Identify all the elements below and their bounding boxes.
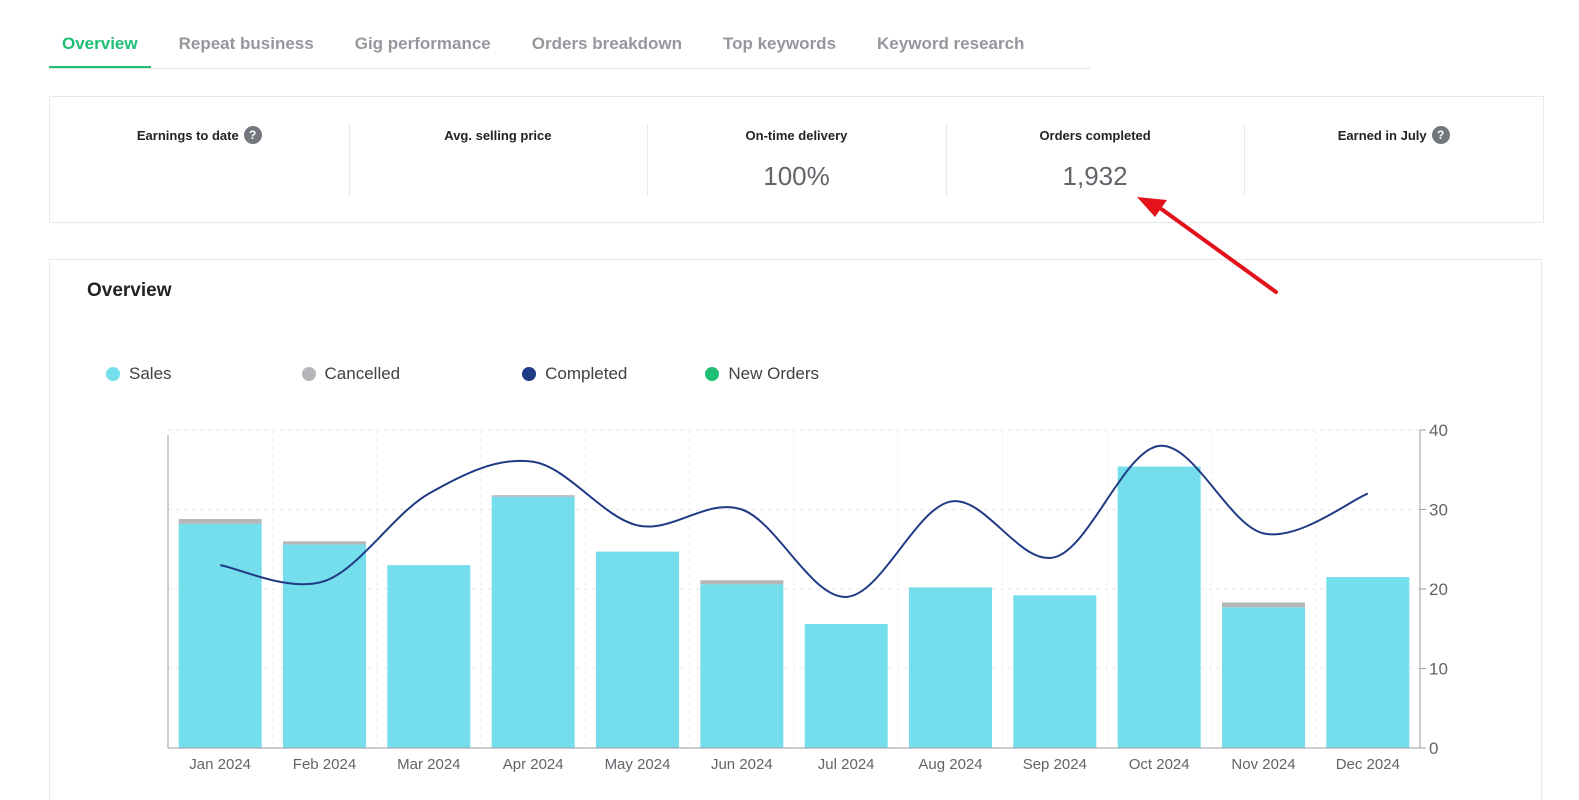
bar-cancelled [283, 541, 366, 545]
bar-sales [491, 496, 575, 748]
bar-sales [1222, 607, 1305, 748]
stat-label: Orders completed [1039, 127, 1151, 143]
legend-dot [705, 367, 720, 381]
bar-sales [1013, 595, 1097, 748]
legend-item-sales[interactable]: Sales [106, 364, 172, 384]
legend-item-new-orders[interactable]: New Orders [705, 364, 819, 384]
tab-keyword-research[interactable]: Keyword research [877, 33, 1025, 53]
right-axis-label: 40 [1429, 421, 1448, 440]
annotation-arrow-head [1137, 197, 1167, 217]
x-tick-label: Feb 2024 [293, 756, 356, 773]
stat-value: 100% [763, 160, 830, 191]
bar-cancelled [1222, 602, 1305, 608]
x-tick-label: Oct 2024 [1129, 756, 1190, 773]
bar-sales [804, 623, 888, 748]
stat-label: On-time delivery [745, 127, 848, 143]
bar-cancelled [700, 580, 784, 585]
tab-gig-performance[interactable]: Gig performance [354, 33, 491, 53]
x-tick-label: Jul 2024 [818, 756, 875, 773]
right-axis-label: 0 [1429, 739, 1438, 758]
stat-earnings-to-date: Earnings to date ? [50, 97, 349, 222]
x-tick-label: Mar 2024 [397, 756, 460, 773]
stat-value: 1,932 [1062, 160, 1128, 191]
stat-label: Earnings to date [136, 127, 239, 143]
x-tick-label: May 2024 [605, 756, 671, 773]
x-tick-label: Jun 2024 [711, 756, 773, 773]
bar-sales [178, 523, 262, 748]
bar-sales [909, 587, 992, 748]
bar-sales [387, 565, 471, 748]
bar-sales [283, 544, 366, 748]
x-tick-label: Nov 2024 [1231, 756, 1295, 773]
stat-label: Avg. selling price [444, 127, 552, 143]
tab-repeat-business[interactable]: Repeat business [178, 33, 314, 53]
chart-legend: Sales Cancelled Completed New Orders [106, 364, 819, 384]
right-axis-label: 20 [1429, 580, 1448, 599]
bar-sales [700, 584, 784, 748]
stat-orders-completed: Orders completed 1,932 [945, 97, 1245, 222]
right-axis-label: 30 [1429, 501, 1448, 520]
x-tick-label: Jan 2024 [189, 756, 251, 773]
legend-item-cancelled[interactable]: Cancelled [301, 364, 401, 384]
chart-title: Overview [87, 280, 172, 301]
overview-chart-card: Overview Sales Cancelled Completed New O… [49, 259, 1542, 800]
legend-label: Sales [129, 364, 172, 383]
bar-sales [1117, 466, 1201, 748]
stat-on-time-delivery: On-time delivery 100% [647, 97, 946, 222]
legend-dot [106, 367, 120, 381]
analytics-tabs: Overview Repeat business Gig performance… [49, 24, 1090, 69]
tab-orders-breakdown[interactable]: Orders breakdown [531, 33, 682, 53]
bar-cancelled [178, 519, 262, 524]
legend-item-completed[interactable]: Completed [522, 364, 627, 384]
tab-overview[interactable]: Overview [49, 21, 151, 68]
x-tick-label: Aug 2024 [918, 756, 982, 773]
legend-dot [522, 367, 537, 381]
tab-top-keywords[interactable]: Top keywords [722, 33, 837, 53]
legend-label: New Orders [728, 364, 820, 383]
x-tick-label: Apr 2024 [503, 756, 564, 773]
annotation-arrow-line [1158, 206, 1278, 294]
line-completed [220, 444, 1369, 598]
x-tick-label: Sep 2024 [1023, 756, 1087, 773]
right-axis-label: 10 [1429, 660, 1448, 679]
help-icon[interactable]: ? [243, 126, 262, 144]
bar-cancelled [491, 495, 575, 497]
stats-panel: Earnings to date ? Avg. selling price On… [49, 96, 1544, 223]
bar-sales [1326, 577, 1410, 748]
bar-sales [596, 551, 679, 748]
stat-earned-in-july: Earned in July ? [1244, 97, 1543, 222]
legend-label: Cancelled [324, 364, 401, 383]
legend-label: Completed [545, 364, 628, 383]
x-tick-label: Dec 2024 [1336, 756, 1400, 773]
legend-dot [301, 367, 316, 381]
stat-avg-selling-price: Avg. selling price [348, 97, 648, 222]
help-icon[interactable]: ? [1431, 126, 1450, 144]
stat-label: Earned in July [1337, 127, 1427, 143]
